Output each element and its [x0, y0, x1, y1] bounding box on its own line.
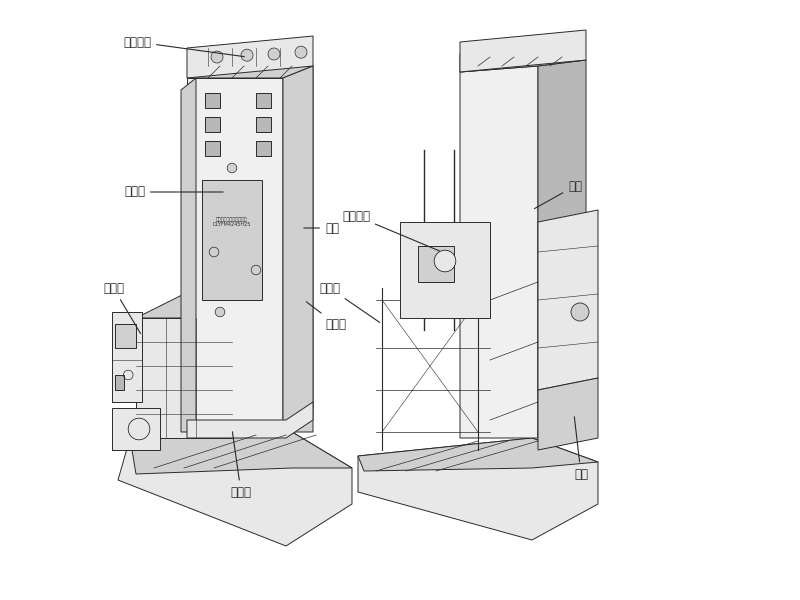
Polygon shape	[181, 78, 196, 432]
Polygon shape	[136, 318, 232, 438]
Circle shape	[434, 250, 456, 272]
Circle shape	[210, 247, 219, 257]
Polygon shape	[187, 402, 313, 438]
Polygon shape	[112, 312, 142, 402]
Circle shape	[215, 307, 225, 317]
Bar	[256, 141, 271, 156]
Bar	[115, 375, 124, 390]
Bar	[115, 324, 136, 348]
Text: 门柱: 门柱	[534, 179, 582, 209]
Polygon shape	[187, 78, 283, 432]
Circle shape	[211, 51, 223, 63]
Text: 前门框: 前门框	[230, 432, 251, 499]
Polygon shape	[118, 432, 352, 546]
Circle shape	[295, 46, 307, 58]
Polygon shape	[460, 30, 586, 72]
Text: 防淹门: 防淹门	[124, 185, 223, 199]
Polygon shape	[460, 54, 586, 72]
Polygon shape	[187, 66, 313, 78]
Bar	[205, 141, 220, 156]
Circle shape	[241, 49, 253, 61]
Text: 区间门: 区间门	[103, 281, 141, 334]
Text: 地铁车站防淹门实训平台
DLYFM4245H25: 地铁车站防淹门实训平台 DLYFM4245H25	[213, 217, 251, 227]
Circle shape	[251, 265, 261, 275]
Polygon shape	[187, 36, 313, 78]
Text: 水箱: 水箱	[574, 417, 588, 481]
Polygon shape	[232, 288, 292, 438]
Polygon shape	[358, 438, 598, 540]
Polygon shape	[112, 408, 160, 450]
Circle shape	[268, 48, 280, 60]
Text: 后门框: 后门框	[306, 302, 346, 331]
Polygon shape	[538, 378, 598, 450]
Polygon shape	[538, 60, 586, 438]
Polygon shape	[460, 66, 538, 438]
Polygon shape	[538, 210, 598, 390]
Text: 后门框: 后门框	[319, 281, 380, 322]
Text: 门柱: 门柱	[304, 221, 339, 235]
Text: 启闭机构: 启闭机构	[123, 35, 244, 56]
Bar	[205, 93, 220, 108]
Bar	[256, 117, 271, 132]
Polygon shape	[283, 66, 313, 432]
Polygon shape	[283, 66, 313, 432]
Bar	[202, 180, 262, 300]
Polygon shape	[400, 222, 490, 318]
Bar	[256, 93, 271, 108]
Polygon shape	[130, 432, 352, 474]
Text: 挡板小车: 挡板小车	[342, 209, 439, 251]
Bar	[418, 246, 454, 282]
Bar	[205, 117, 220, 132]
Circle shape	[571, 303, 589, 321]
Circle shape	[227, 163, 237, 173]
Polygon shape	[136, 288, 292, 318]
Polygon shape	[358, 438, 598, 471]
